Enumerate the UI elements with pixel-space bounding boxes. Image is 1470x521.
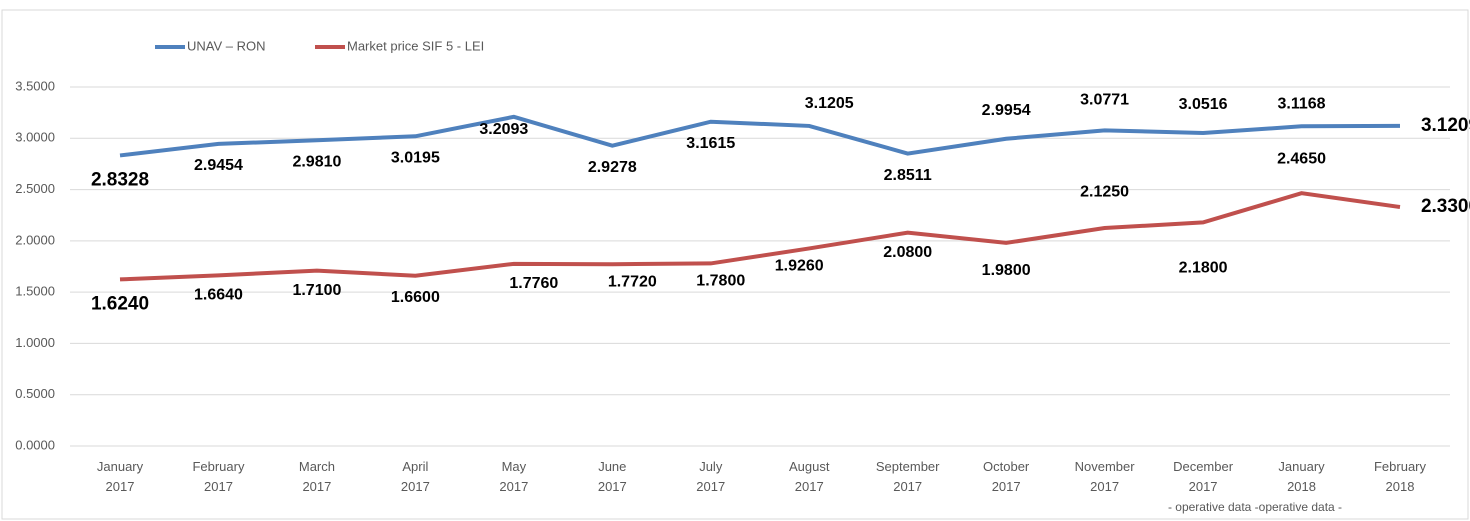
y-tick-label: 1.5000 [15,284,55,299]
data-label: 2.1800 [1179,260,1228,277]
y-tick-label: 2.5000 [15,181,55,196]
x-tick-label: August 2017 [789,459,830,494]
x-tick-label: January 2018 [1278,459,1325,494]
data-label: 3.0516 [1179,96,1228,113]
data-label: 1.7800 [696,273,745,290]
data-label: 1.9260 [775,258,824,275]
x-tick-label: July 2017 [696,459,725,494]
line-series [119,114,1401,158]
data-label: 3.1209 [1421,115,1470,136]
data-label: 2.9954 [982,102,1031,119]
data-label: 3.0771 [1080,92,1129,109]
data-label: 1.9800 [982,262,1031,279]
data-label: 3.2093 [479,121,528,138]
data-label: 2.1250 [1080,183,1129,200]
x-tick-label: February 2017 [192,459,245,494]
data-label: 2.9454 [194,157,243,174]
data-label: 2.8511 [884,167,932,184]
data-label: 2.9810 [292,153,341,170]
y-tick-label: 1.0000 [15,335,55,350]
y-tick-label: 2.0000 [15,232,55,247]
x-tick-label: June 2017 [598,459,627,494]
data-label: 3.0195 [391,150,440,167]
x-tick-label: October 2017 [983,459,1030,494]
legend-label: UNAV – RON [187,38,266,53]
data-label: 1.6600 [391,289,440,306]
data-label: 1.6240 [91,293,149,314]
x-tick-label: September 2017 [876,459,940,494]
y-tick-label: 0.5000 [15,386,55,401]
y-tick-label: 0.0000 [15,437,55,452]
y-tick-label: 3.0000 [15,130,55,145]
data-label: 3.1168 [1278,96,1326,113]
data-label: 1.6640 [194,287,243,304]
x-tick-label: March 2017 [299,459,335,494]
x-tick-label: May 2017 [499,459,528,494]
data-label: 2.0800 [883,244,932,261]
x-tick-label: November 2017 [1075,459,1136,494]
data-label: 2.8328 [91,169,149,190]
data-label: 3.1205 [805,95,854,112]
data-label: 2.3300 [1421,196,1470,217]
data-label: 2.9278 [588,159,637,176]
chart-border [1,9,1469,520]
annotation: - operative data -operative data - [1168,500,1342,514]
data-label: 1.7760 [509,275,558,292]
legend-label: Market price SIF 5 - LEI [347,38,484,53]
data-label: 2.4650 [1277,150,1326,167]
x-tick-label: February 2018 [1374,459,1427,494]
x-tick-label: April 2017 [401,459,430,494]
y-tick-label: 3.5000 [15,78,55,93]
data-label: 3.1615 [686,135,735,152]
data-label: 1.7720 [608,273,657,290]
x-tick-label: January 2017 [97,459,144,494]
x-tick-label: December 2017 [1173,459,1234,494]
line-series [119,191,1401,282]
data-label: 1.7100 [292,282,341,299]
